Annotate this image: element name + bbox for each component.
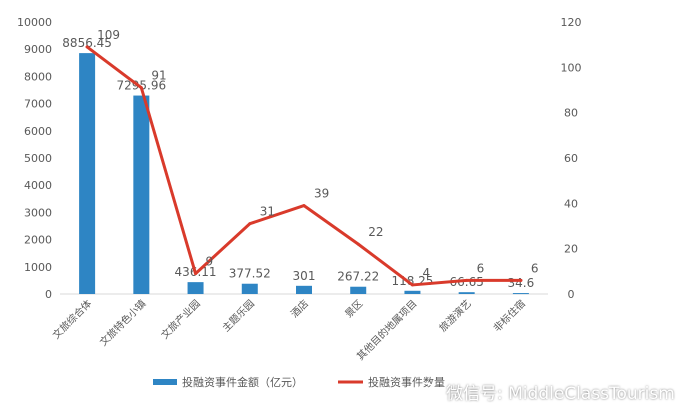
bar-data-labels: 8856.457295.96436.11377.52301267.22118.2… — [62, 36, 534, 290]
wechat-icon — [418, 382, 440, 399]
right-tick-label: 0 — [568, 288, 575, 301]
left-tick-label: 0 — [45, 288, 52, 301]
category-label: 旅游演艺 — [436, 297, 473, 334]
right-tick-label: 20 — [564, 243, 578, 256]
category-label: 文旅产业园 — [158, 297, 203, 342]
legend-bar-swatch — [153, 379, 177, 385]
right-tick-label: 80 — [564, 107, 578, 120]
right-tick-label: 60 — [564, 152, 578, 165]
line-point — [248, 222, 252, 226]
left-tick-label: 3000 — [24, 206, 52, 219]
line-point — [410, 283, 414, 287]
bar — [133, 95, 150, 294]
category-label: 非标住宿 — [491, 297, 528, 334]
bar-value-label: 267.22 — [337, 270, 379, 284]
bar-value-label: 301 — [293, 269, 316, 283]
line-point — [356, 242, 360, 246]
watermark-text: 微信号: MiddleClassTourism — [446, 383, 675, 404]
bar — [512, 293, 529, 295]
line-point — [465, 278, 469, 282]
line-value-label: 22 — [368, 225, 383, 239]
bar — [296, 285, 312, 294]
bar-value-label: 8856.45 — [62, 36, 112, 50]
line-value-label: 6 — [477, 261, 485, 275]
right-tick-label: 100 — [561, 61, 582, 74]
line-value-label: 9 — [206, 255, 214, 269]
line-point — [139, 86, 143, 90]
left-tick-label: 5000 — [24, 152, 52, 165]
bar-value-label: 34.6 — [508, 276, 535, 290]
line-value-label: 6 — [531, 261, 539, 275]
line-series — [85, 45, 523, 287]
bar — [404, 290, 421, 294]
line-data-labels: 109 91 9 31 39 22 4 6 6 — [97, 28, 538, 280]
legend-line-label: 投融资事件数量 — [368, 375, 445, 389]
line-value-label: 91 — [151, 69, 166, 83]
left-tick-label: 1000 — [24, 261, 52, 274]
left-tick-label: 6000 — [24, 125, 52, 138]
bar-value-label: 377.52 — [229, 267, 271, 281]
line-value-label: 4 — [422, 266, 430, 280]
bar — [350, 286, 367, 294]
line-point — [85, 45, 89, 49]
right-axis-ticks: 0 20 40 60 80 100 120 — [561, 16, 582, 301]
left-tick-label: 8000 — [24, 70, 52, 83]
line-point — [194, 272, 198, 276]
left-tick-label: 2000 — [24, 234, 52, 247]
bar-series — [79, 53, 529, 295]
left-tick-label: 9000 — [24, 43, 52, 56]
left-tick-label: 7000 — [24, 98, 52, 111]
category-label: 酒店 — [288, 297, 311, 320]
category-label: 文旅特色小镇 — [97, 297, 149, 349]
legend-bar-label: 投融资事件金额（亿元） — [182, 375, 303, 389]
line-value-label: 39 — [314, 187, 329, 201]
bar — [79, 53, 96, 295]
legend: 投融资事件金额（亿元） 投融资事件数量 — [153, 375, 445, 389]
bar-value-label: 7295.96 — [117, 79, 167, 93]
right-tick-label: 120 — [561, 16, 582, 29]
bar — [187, 282, 204, 294]
line-value-label: 31 — [260, 205, 275, 219]
watermark: 微信号: MiddleClassTourism — [418, 378, 675, 404]
category-label: 景区 — [343, 298, 366, 321]
left-tick-label: 10000 — [17, 16, 52, 29]
line-point — [519, 278, 523, 282]
category-label: 文旅综合体 — [50, 297, 95, 342]
left-axis-ticks: 0 1000 2000 3000 4000 5000 6000 7000 8000 9000 100… — [17, 16, 52, 301]
right-tick-label: 40 — [564, 197, 578, 210]
line-point — [302, 204, 306, 208]
line-value-label: 109 — [97, 28, 120, 42]
category-label: 主题乐园 — [220, 298, 257, 335]
bar — [241, 283, 258, 294]
left-tick-label: 4000 — [24, 179, 52, 192]
bar-value-label: 66.65 — [449, 275, 483, 289]
bar — [458, 292, 475, 294]
